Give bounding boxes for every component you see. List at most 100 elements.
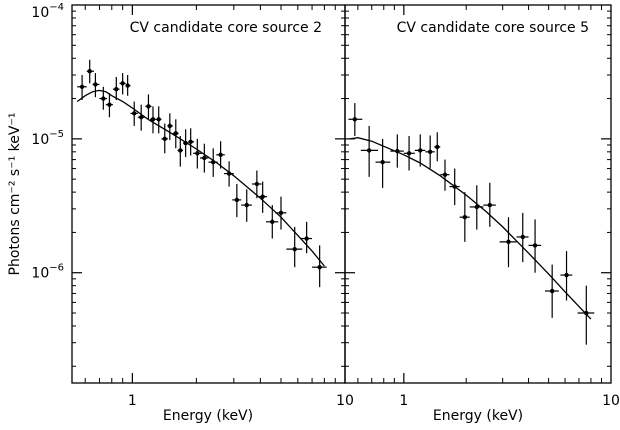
right-data-point (414, 134, 426, 167)
right-data-point (434, 132, 441, 162)
data-marker (304, 236, 309, 241)
data-marker (150, 117, 156, 122)
data-marker (278, 210, 284, 216)
right-model-curve (349, 137, 592, 320)
left-data-point (241, 189, 252, 222)
right-data-point (440, 159, 450, 191)
left-data-points (77, 59, 327, 288)
left-data-point (119, 73, 126, 95)
data-marker (406, 151, 412, 156)
data-marker (474, 204, 479, 210)
right-model-line (349, 137, 592, 320)
data-marker (114, 86, 119, 92)
data-marker (183, 140, 188, 146)
left-data-point (77, 74, 87, 101)
left-data-point (188, 128, 195, 156)
data-marker (462, 214, 468, 220)
data-marker (202, 155, 207, 161)
right-x-tick-label: 1 (399, 393, 408, 409)
left-x-tick-label: 1 (128, 393, 137, 409)
right-data-point (403, 136, 415, 171)
left-data-point (112, 76, 120, 101)
left-data-point (92, 73, 100, 98)
left-panel-title: CV candidate core source 2 (130, 20, 322, 36)
data-marker (178, 148, 183, 153)
data-marker (292, 246, 297, 252)
left-data-point (177, 136, 183, 167)
data-marker (380, 159, 385, 165)
right-x-tick-label: 10 (602, 393, 620, 409)
data-marker (87, 69, 92, 74)
right-panel-source-5: CV candidate core source 5 Energy (keV) … (344, 4, 620, 424)
data-marker (270, 219, 275, 225)
left-major-ticks (72, 5, 345, 383)
left-data-point (232, 183, 242, 218)
left-data-point (161, 123, 168, 154)
data-marker (167, 123, 173, 129)
data-marker (442, 172, 448, 177)
right-x-axis-title: Energy (keV) (433, 408, 523, 424)
data-marker (395, 148, 400, 154)
left-data-point (145, 94, 152, 120)
data-marker (218, 152, 223, 158)
right-data-points (348, 103, 595, 345)
data-marker (107, 102, 112, 107)
data-marker (435, 144, 440, 150)
left-data-point (275, 196, 287, 230)
right-data-point (459, 192, 470, 242)
left-data-point (312, 245, 327, 288)
left-data-point (182, 129, 189, 158)
data-marker (156, 117, 161, 122)
data-marker (234, 197, 240, 203)
left-data-point (149, 106, 156, 134)
data-marker (188, 139, 193, 145)
y-axis-title: Photons cm⁻² s⁻¹ keV⁻¹ (7, 113, 23, 276)
data-marker (584, 310, 589, 316)
left-data-point (224, 161, 234, 187)
data-marker (244, 202, 249, 208)
left-data-point (251, 170, 262, 199)
data-marker (532, 243, 538, 248)
right-panel-title: CV candidate core source 5 (397, 20, 589, 36)
left-data-point (137, 104, 145, 131)
data-marker (173, 131, 178, 136)
left-data-point (172, 119, 179, 149)
left-panel-source-2: CV candidate core source 2 Photons cm⁻² … (7, 2, 354, 424)
right-data-point (528, 219, 542, 273)
right-x-tick-labels: 1 10 (399, 393, 620, 409)
right-data-point (390, 134, 404, 168)
left-data-point (155, 106, 162, 134)
left-data-point (265, 205, 279, 239)
data-marker (93, 82, 98, 87)
y-tick-label: 10−4 (31, 2, 64, 21)
data-marker (564, 272, 569, 278)
right-data-point (425, 135, 435, 169)
data-marker (366, 148, 372, 153)
right-data-point (348, 103, 363, 137)
right-data-point (469, 185, 484, 230)
right-data-point (544, 264, 559, 318)
left-x-tick-labels: 1 10 (128, 393, 354, 409)
left-data-point (208, 148, 218, 177)
data-marker (260, 194, 265, 199)
data-marker (162, 136, 167, 142)
left-x-axis-title: Energy (keV) (163, 408, 253, 424)
data-marker (487, 202, 493, 208)
y-tick-label: 10−5 (31, 129, 64, 148)
left-data-point (193, 138, 202, 169)
left-model-curve (76, 89, 325, 267)
data-marker (452, 184, 457, 189)
data-marker (418, 148, 423, 153)
right-data-point (499, 217, 517, 268)
left-data-point (216, 141, 225, 169)
left-model-line (76, 89, 325, 267)
right-data-point (449, 168, 460, 206)
right-data-point (375, 138, 391, 188)
left-plot-frame (71, 4, 346, 384)
right-data-point (516, 212, 529, 263)
left-minor-ticks (72, 5, 345, 383)
data-marker (79, 84, 85, 89)
left-data-point (130, 101, 138, 126)
left-data-point (99, 86, 108, 110)
